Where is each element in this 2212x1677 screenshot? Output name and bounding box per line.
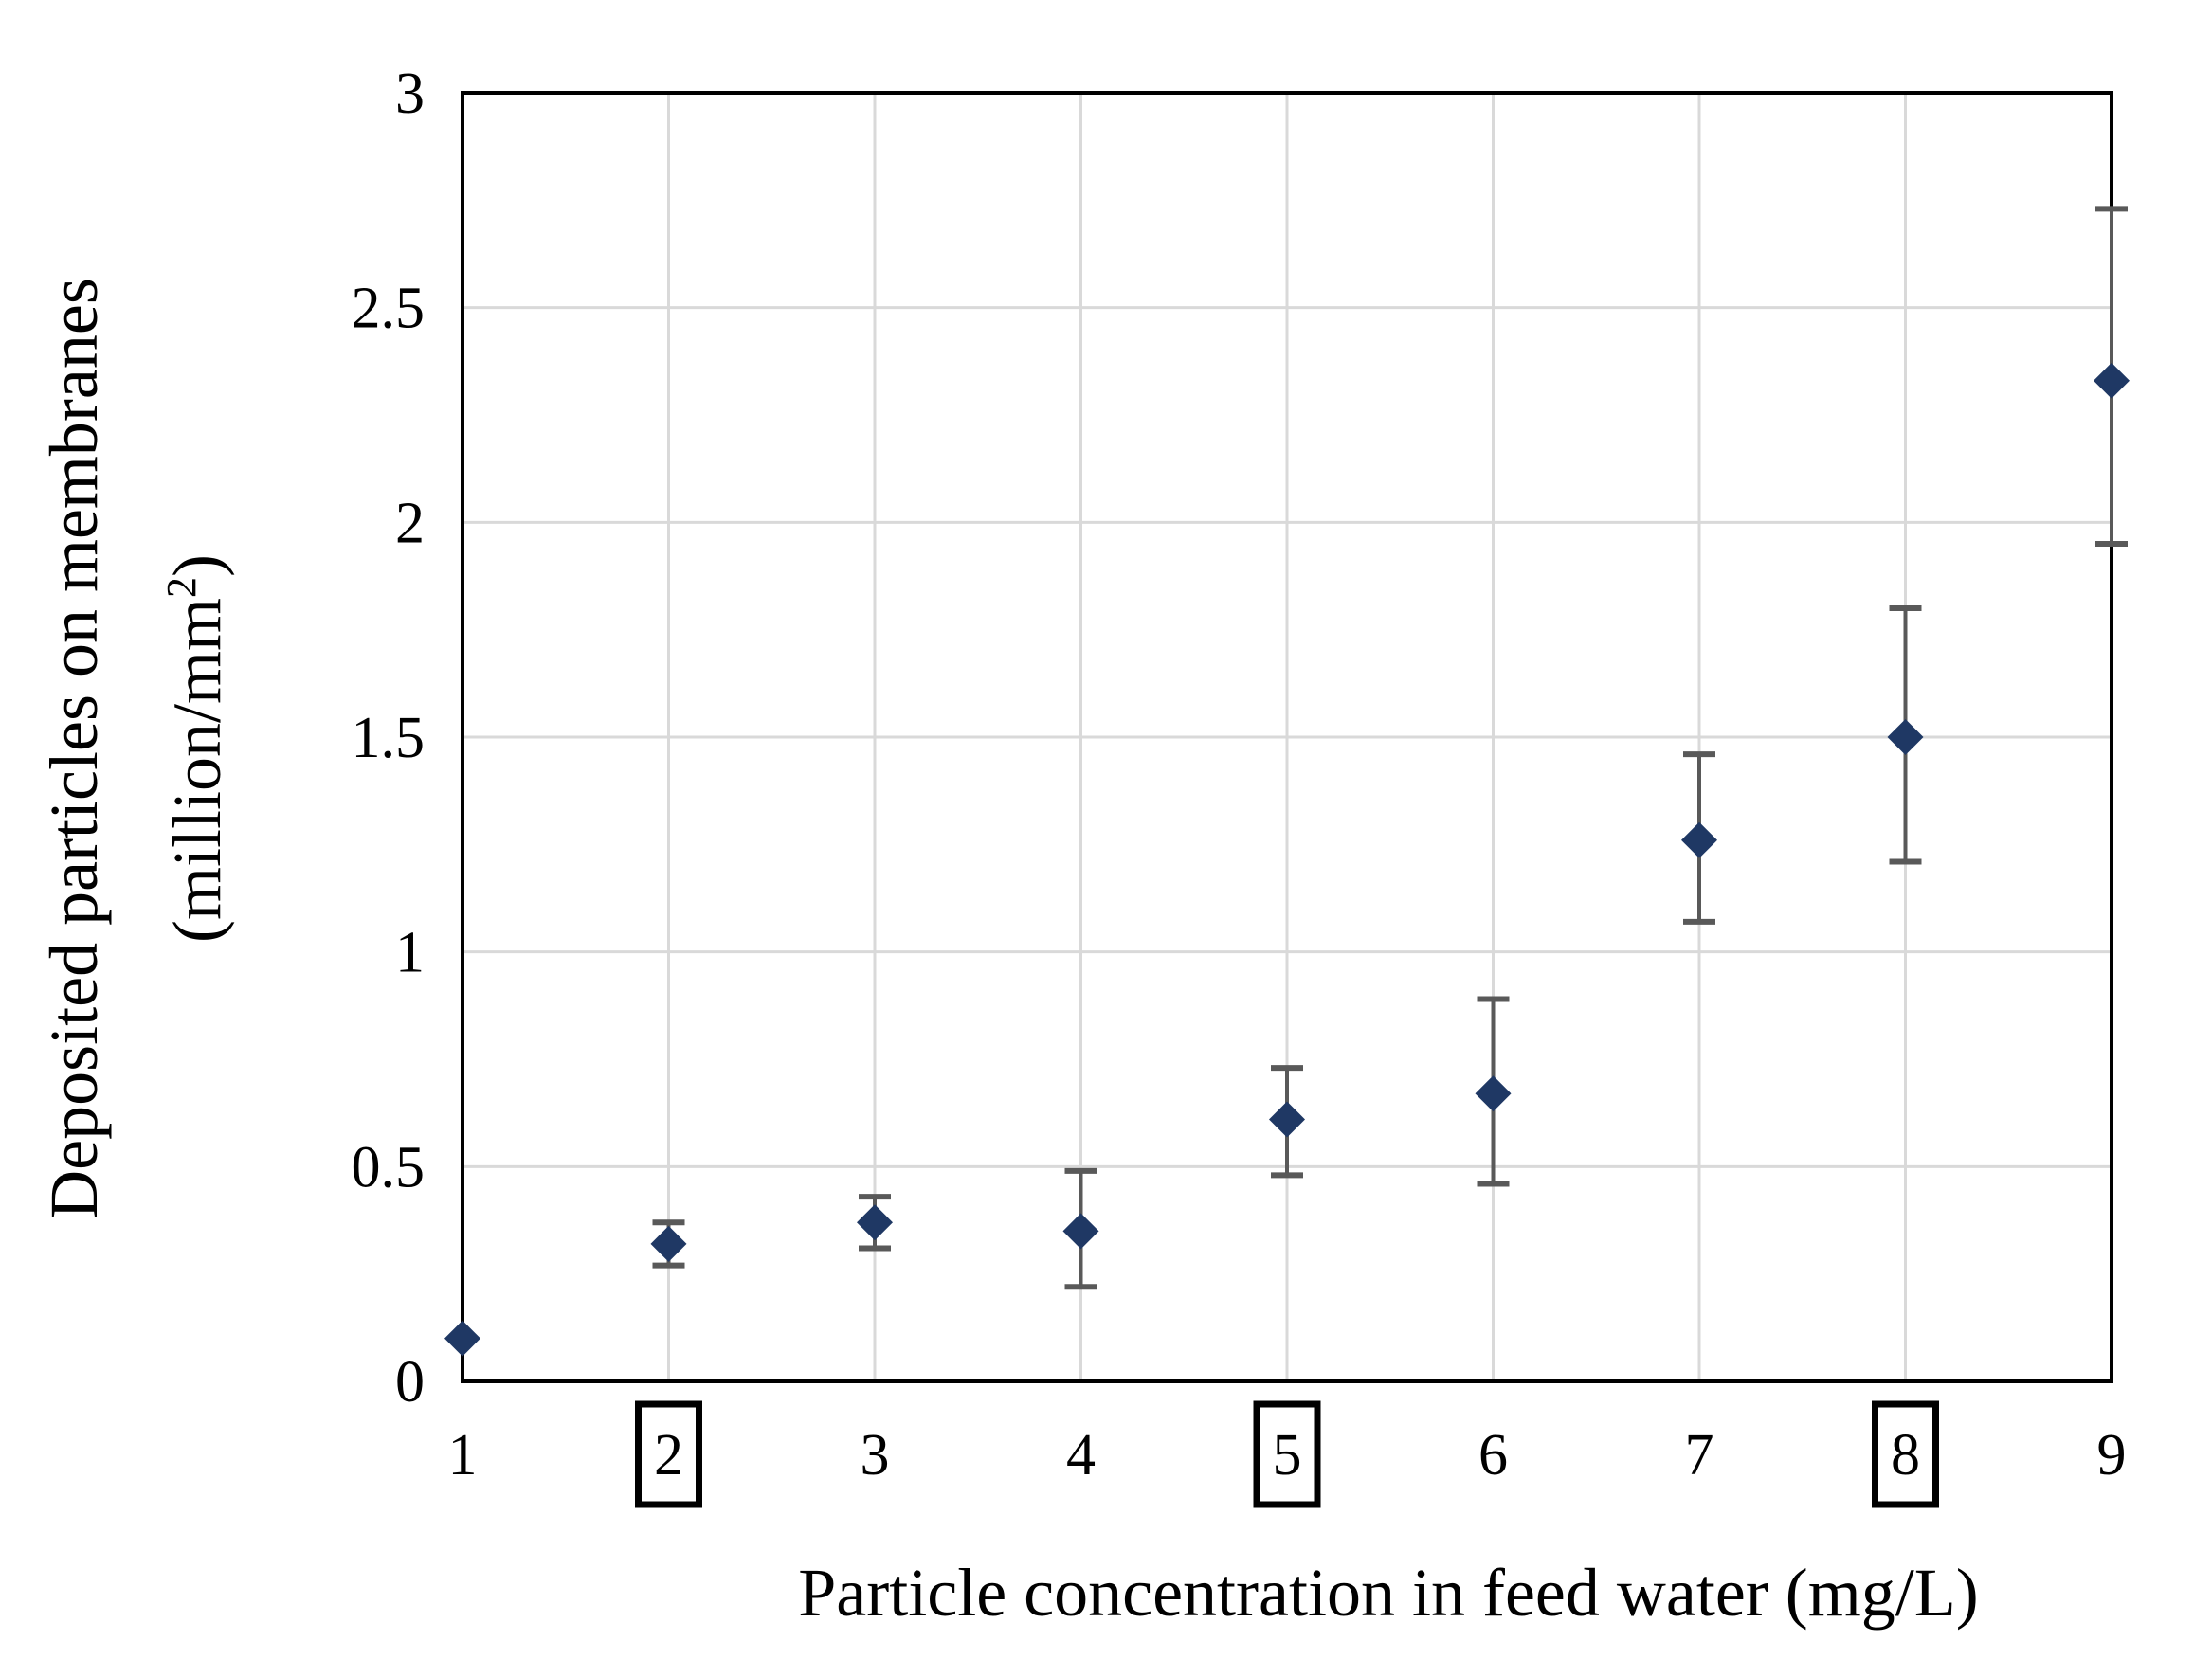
y-tick-label: 1.5 [352, 706, 426, 770]
y-tick-label: 0.5 [352, 1135, 426, 1199]
x-tick-label: 9 [2097, 1423, 2127, 1488]
plot-border [461, 91, 2113, 1383]
y-axis-title-line1: Deposited particles on membranes [36, 278, 112, 1219]
x-tick-label: 2 [654, 1423, 683, 1488]
y-tick-label: 2 [395, 491, 425, 555]
y-tick-label: 0 [395, 1350, 425, 1415]
y-axis-title-line2: (million/mm2) [158, 554, 235, 943]
data-point-diamond [650, 1225, 687, 1262]
x-tick-label: 8 [1891, 1423, 1920, 1488]
x-tick-label: 7 [1685, 1423, 1714, 1488]
x-tick-highlight-box [635, 1400, 702, 1508]
y-tick-label: 1 [395, 921, 425, 985]
x-tick-label: 4 [1066, 1423, 1096, 1488]
data-point-diamond [1887, 719, 1924, 755]
x-tick-label: 3 [861, 1423, 890, 1488]
y-tick-label: 3 [395, 62, 425, 126]
x-tick-highlight-box [1872, 1400, 1939, 1508]
y-tick-label: 2.5 [352, 277, 426, 341]
data-point-diamond [857, 1204, 893, 1241]
x-tick-highlight-box [1253, 1400, 1321, 1508]
x-axis-title: Particle concentration in feed water (mg… [798, 1555, 1978, 1631]
data-point-diamond [444, 1320, 480, 1357]
x-tick-label: 6 [1478, 1423, 1508, 1488]
data-point-diamond [1681, 821, 1717, 858]
data-point-diamond [1475, 1075, 1512, 1112]
data-point-diamond [2094, 362, 2130, 399]
x-tick-label: 5 [1273, 1423, 1302, 1488]
data-point-diamond [1269, 1101, 1305, 1138]
data-point-diamond [1062, 1213, 1099, 1250]
x-tick-label: 1 [448, 1423, 478, 1488]
